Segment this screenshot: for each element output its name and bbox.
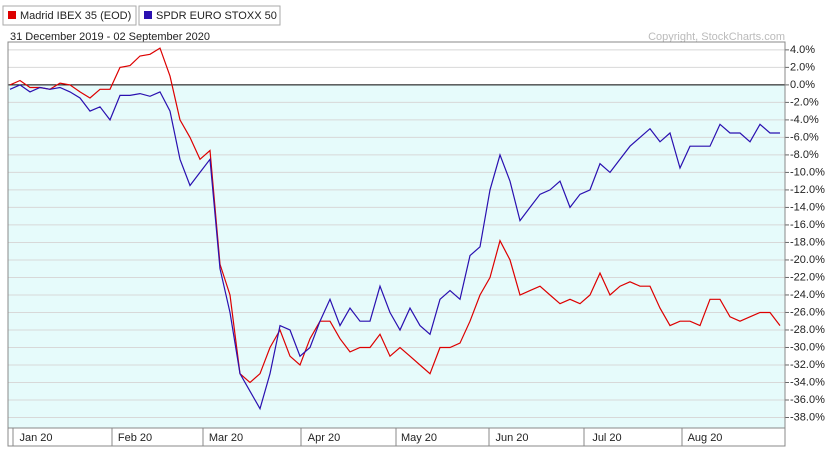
- legend-label: Madrid IBEX 35 (EOD): [20, 10, 131, 22]
- y-tick-label: -30.0%: [790, 341, 825, 353]
- series-line: [9, 47, 781, 384]
- legend-swatch: [144, 11, 152, 19]
- x-tick-label: Mar 20: [209, 432, 243, 444]
- y-tick-label: -4.0%: [790, 114, 819, 126]
- x-tick-label: Jul 20: [592, 432, 621, 444]
- y-tick-label: -6.0%: [790, 131, 819, 143]
- legend-label: SPDR EURO STOXX 50: [156, 10, 277, 22]
- legend-box: [2, 5, 137, 26]
- copyright: Copyright, StockCharts.com: [648, 31, 785, 43]
- y-tick-label: -26.0%: [790, 306, 825, 318]
- x-tick-label: May 20: [401, 432, 437, 444]
- y-tick-label: -32.0%: [790, 359, 825, 371]
- y-tick-label: -20.0%: [790, 254, 825, 266]
- y-tick-label: -24.0%: [790, 289, 825, 301]
- series-line: [9, 84, 780, 411]
- x-tick-label: Jan 20: [19, 432, 52, 444]
- x-tick-label: Apr 20: [308, 432, 340, 444]
- y-tick-label: -14.0%: [790, 201, 825, 213]
- y-tick-label: -18.0%: [790, 236, 825, 248]
- y-tick-label: -22.0%: [790, 271, 825, 283]
- y-tick-label: -10.0%: [790, 166, 825, 178]
- legend-swatch: [8, 11, 16, 19]
- y-tick-label: -12.0%: [790, 184, 825, 196]
- y-tick-label: -2.0%: [790, 96, 819, 108]
- negative-zone: [8, 84, 785, 428]
- y-tick-label: -28.0%: [790, 324, 825, 336]
- y-tick-label: -16.0%: [790, 219, 825, 231]
- x-tick-label: Feb 20: [118, 432, 152, 444]
- y-tick-label: -34.0%: [790, 376, 825, 388]
- y-tick-label: -36.0%: [790, 394, 825, 406]
- y-tick-label: -8.0%: [790, 149, 819, 161]
- y-tick-label: 0.0%: [790, 79, 815, 91]
- x-tick-label: Jun 20: [495, 432, 528, 444]
- y-tick-label: -38.0%: [790, 411, 825, 423]
- x-tick-label: Aug 20: [688, 432, 723, 444]
- y-tick-label: 2.0%: [790, 61, 815, 73]
- y-tick-label: 4.0%: [790, 44, 815, 56]
- chart-subtitle: 31 December 2019 - 02 September 2020: [10, 31, 210, 43]
- legend-box: [138, 5, 281, 26]
